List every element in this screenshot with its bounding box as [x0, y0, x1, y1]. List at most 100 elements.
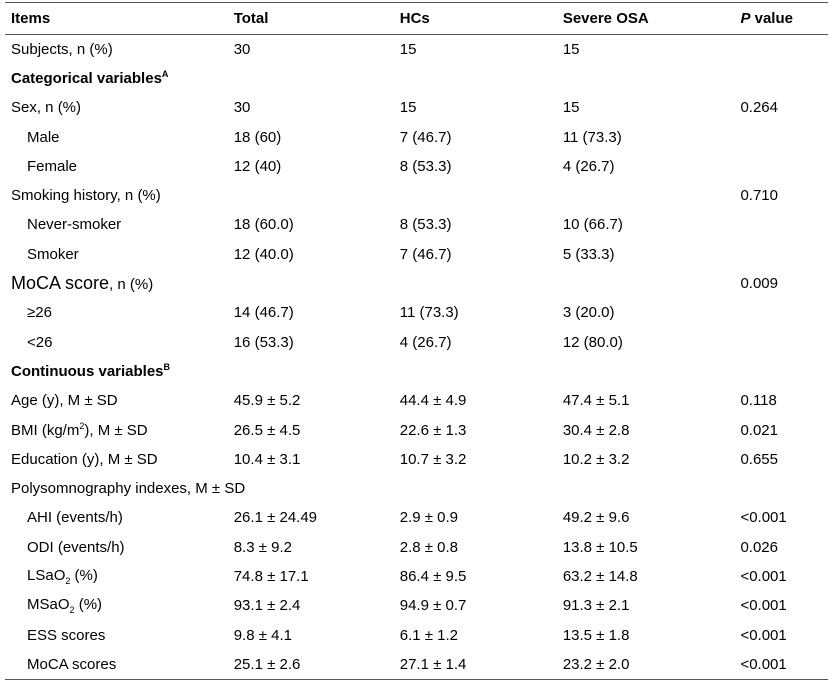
cell-total: 18 (60)	[233, 128, 282, 146]
row-label: ESS scores	[27, 626, 106, 644]
row-label: MoCA scores	[5, 649, 228, 680]
cell-hcs	[394, 474, 557, 503]
table-row: Polysomnography indexes, M ± SD	[5, 474, 828, 503]
row-label: <26	[27, 333, 53, 351]
row-label: MoCA score, n (%)	[5, 269, 228, 298]
cell-severe	[557, 269, 735, 298]
cell-hcs: 44.4 ± 4.9	[399, 392, 467, 410]
msao2-label-sub: 2	[69, 605, 75, 616]
cell-total: 16 (53.3)	[233, 333, 294, 351]
row-label: LSaO2 (%)	[5, 562, 228, 591]
row-label: Sex, n (%)	[11, 99, 82, 117]
cell-severe: 10 (66.7)	[562, 216, 623, 234]
row-label: BMI (kg/m2), M ± SD	[5, 415, 228, 444]
msao2-label-post: (%)	[74, 596, 103, 614]
section-text: Categorical variables	[11, 70, 162, 88]
cell-severe: 91.3 ± 2.1	[562, 597, 630, 615]
cell-total: 14 (46.7)	[233, 304, 294, 322]
table-row: ODI (events/h) 8.3 ± 9.2 2.8 ± 0.8 13.8 …	[5, 533, 828, 562]
section-label: Continuous variablesB	[5, 357, 828, 386]
cell-severe: 30.4 ± 2.8	[562, 421, 630, 439]
cell-total: 9.8 ± 4.1	[233, 626, 292, 644]
cell-hcs: 6.1 ± 1.2	[399, 626, 459, 644]
row-label: ≥26	[27, 304, 52, 322]
cell-total: 74.8 ± 17.1	[233, 567, 309, 585]
cell-hcs: 8 (53.3)	[399, 157, 452, 175]
cell-total: 8.3 ± 9.2	[233, 538, 292, 556]
cell-severe	[557, 474, 735, 503]
p-italic: P	[740, 10, 751, 27]
cell-severe: 63.2 ± 14.8	[562, 567, 638, 585]
cell-hcs: 7 (46.7)	[399, 245, 452, 263]
cell-total: 12 (40)	[233, 157, 282, 175]
cell-hcs	[394, 269, 557, 298]
cell-hcs: 15	[399, 40, 417, 58]
cell-hcs: 11 (73.3)	[399, 304, 459, 322]
cell-severe: 12 (80.0)	[562, 333, 623, 351]
cell-p: 0.118	[740, 392, 777, 410]
moca-label-rest: , n (%)	[109, 276, 154, 294]
cell-total: 93.1 ± 2.4	[233, 597, 301, 615]
cell-p: 0.655	[740, 450, 778, 468]
row-label: Male	[27, 128, 60, 146]
cell-hcs: 8 (53.3)	[399, 216, 452, 234]
cell-severe: 3 (20.0)	[562, 304, 615, 322]
cell-hcs: 15	[399, 99, 417, 117]
header-hcs: HCs	[393, 2, 557, 35]
table-row: Male 18 (60) 7 (46.7) 11 (73.3)	[5, 122, 828, 151]
cell-severe: 10.2 ± 3.2	[562, 450, 630, 468]
table-row: ESS scores 9.8 ± 4.1 6.1 ± 1.2 13.5 ± 1.…	[5, 620, 828, 649]
row-label: Female	[27, 157, 78, 175]
cell-severe: 47.4 ± 5.1	[562, 392, 630, 410]
cell-severe: 5 (33.3)	[562, 245, 615, 263]
row-label: Polysomnography indexes, M ± SD	[11, 480, 246, 498]
bmi-label-post: ), M ± SD	[84, 422, 148, 439]
cell-total	[228, 181, 394, 210]
lsao2-label-post: (%)	[70, 566, 98, 584]
cell-total: 26.5 ± 4.5	[233, 421, 301, 439]
section-text: Continuous variables	[11, 363, 164, 381]
cell-p: 0.026	[740, 538, 778, 556]
moca-label-big: MoCA score	[11, 273, 110, 294]
bmi-label-sup: 2	[79, 421, 85, 431]
row-label: MSaO2 (%)	[5, 591, 228, 620]
cell-hcs: 22.6 ± 1.3	[399, 421, 467, 439]
cell-total: 10.4 ± 3.1	[233, 450, 301, 468]
cell-hcs: 10.7 ± 3.2	[399, 450, 467, 468]
table-row: BMI (kg/m2), M ± SD 26.5 ± 4.5 22.6 ± 1.…	[5, 415, 828, 444]
p-rest: value	[750, 10, 793, 27]
row-label: Never-smoker	[27, 216, 122, 234]
cell-severe: 13.5 ± 1.8	[562, 626, 630, 644]
cell-p: <0.001	[740, 626, 787, 644]
table-row: Smoker 12 (40.0) 7 (46.7) 5 (33.3)	[5, 240, 828, 269]
row-label: Subjects, n (%)	[11, 40, 113, 58]
section-sup: A	[161, 69, 169, 80]
cell-p: 0.264	[740, 99, 778, 117]
cell-hcs: 4 (26.7)	[399, 333, 452, 351]
cell-total: 18 (60.0)	[233, 216, 294, 234]
row-label: Age (y), M ± SD	[11, 392, 118, 410]
cell-p: <0.001	[740, 597, 787, 615]
cell-severe: 13.8 ± 10.5	[562, 538, 638, 556]
section-row: Continuous variablesB	[5, 357, 828, 386]
cell-p	[734, 122, 828, 151]
cell-hcs: 86.4 ± 9.5	[399, 567, 467, 585]
table-row: MoCA scores 25.1 ± 2.6 27.1 ± 1.4 23.2 ±…	[5, 649, 828, 680]
table-row: Never-smoker 18 (60.0) 8 (53.3) 10 (66.7…	[5, 210, 828, 239]
cell-p: 0.021	[740, 421, 778, 439]
cell-severe: 4 (26.7)	[562, 157, 615, 175]
table-row: Age (y), M ± SD 45.9 ± 5.2 44.4 ± 4.9 47…	[5, 386, 828, 415]
header-items: Items	[5, 2, 228, 35]
header-p-value: P value	[734, 2, 828, 35]
table-row: Subjects, n (%) 30 15 15	[5, 35, 828, 64]
cell-severe: 11 (73.3)	[562, 128, 622, 146]
cell-p	[734, 240, 828, 269]
cell-total: 30	[233, 40, 251, 58]
row-label: Education (y), M ± SD	[11, 450, 158, 468]
cell-hcs: 94.9 ± 0.7	[399, 597, 467, 615]
cell-hcs: 27.1 ± 1.4	[393, 649, 557, 680]
table-row: LSaO2 (%) 74.8 ± 17.1 86.4 ± 9.5 63.2 ± …	[5, 562, 828, 591]
row-label: Smoker	[27, 245, 79, 263]
table-row: Education (y), M ± SD 10.4 ± 3.1 10.7 ± …	[5, 445, 828, 474]
